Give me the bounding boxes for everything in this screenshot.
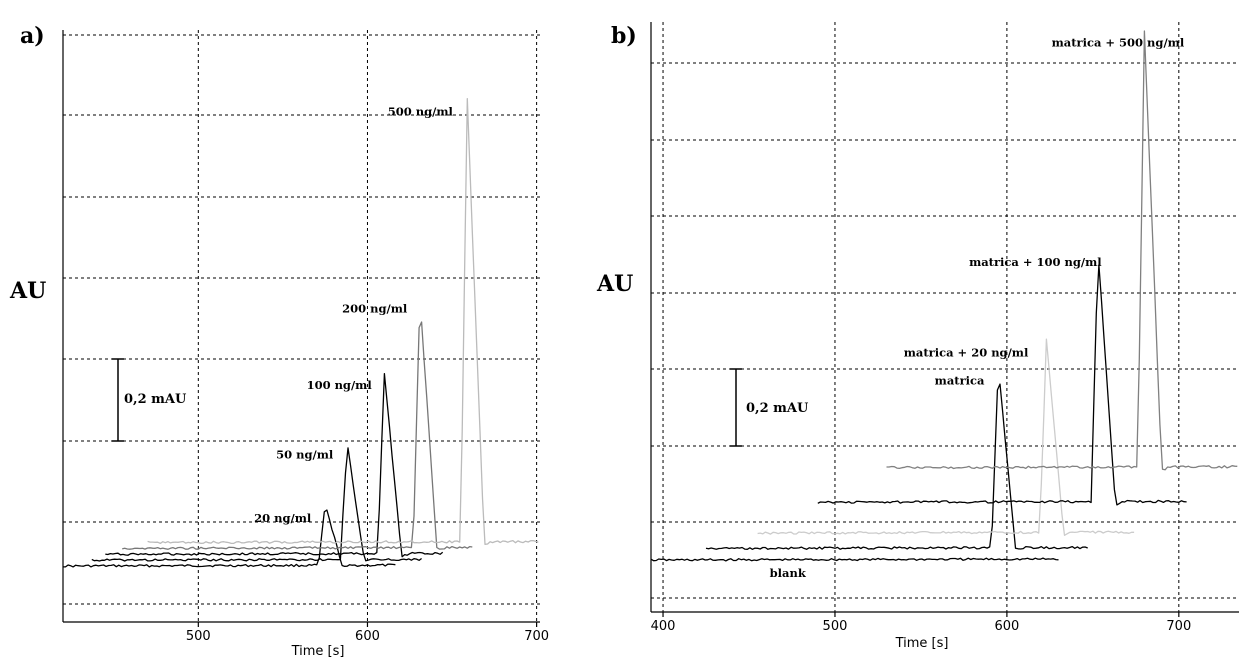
trace-label: 50 ng/ml <box>276 447 334 461</box>
trace-line <box>705 383 1088 550</box>
panel-b: b) AU 400 500 600 700 Time [s] 0,2 mAU blan… <box>596 22 1239 651</box>
trace-label: blank <box>770 566 807 580</box>
panel-a-xlabel: Time [s] <box>291 644 345 659</box>
x-tick-label: 500 <box>186 629 211 644</box>
panel-a-scale-label: 0,2 mAU <box>124 392 187 407</box>
panel-b-ticks: 400 500 600 700 <box>651 612 1191 634</box>
trace-label: 20 ng/ml <box>254 511 312 525</box>
panel-b-scale-bar: 0,2 mAU <box>730 368 809 447</box>
panel-b-label: b) <box>611 23 637 49</box>
x-tick-label: 600 <box>994 619 1019 634</box>
panel-b-traces: blank matrica matrica + 20 ng/ml matrica + … <box>650 30 1238 580</box>
panel-b-ylabel: AU <box>596 271 633 297</box>
panel-b-grid <box>651 22 1239 612</box>
trace-line <box>122 321 473 550</box>
x-tick-label: 700 <box>524 629 549 644</box>
trace-line <box>147 98 539 545</box>
trace-line <box>105 372 444 558</box>
panel-a-ticks: 500 600 700 <box>186 622 549 644</box>
trace-line <box>63 509 396 568</box>
panel-a-label: a) <box>20 23 45 49</box>
trace-label: 500 ng/ml <box>388 105 454 119</box>
x-tick-label: 600 <box>355 629 380 644</box>
x-tick-label: 500 <box>823 619 848 634</box>
trace-label: matrica <box>935 374 985 388</box>
trace-line <box>886 30 1238 471</box>
panel-b-scale-label: 0,2 mAU <box>746 401 809 416</box>
trace-label: matrica + 20 ng/ml <box>904 346 1029 360</box>
trace-line <box>757 338 1135 536</box>
trace-label: matrica + 100 ng/ml <box>969 255 1102 269</box>
panel-a-traces: 20 ng/ml 50 ng/ml 100 ng/ml 200 ng/ml 500 ng… <box>63 98 539 568</box>
panel-a-grid <box>63 30 540 622</box>
panel-b-xlabel: Time [s] <box>895 636 949 651</box>
panel-a-ylabel: AU <box>9 278 46 304</box>
x-tick-label: 400 <box>651 619 676 634</box>
trace-label: matrica + 500 ng/ml <box>1052 36 1185 50</box>
panel-a-scale-bar: 0,2 mAU <box>112 358 187 442</box>
panel-a: a) AU 500 600 700 Time [s] 0,2 mAU 20 ng/m… <box>9 23 549 659</box>
trace-line <box>91 447 422 562</box>
x-tick-label: 700 <box>1166 619 1191 634</box>
trace-label: 200 ng/ml <box>342 302 408 316</box>
trace-label: 100 ng/ml <box>307 378 373 392</box>
trace-line <box>650 557 1059 562</box>
trace-line <box>817 264 1187 506</box>
